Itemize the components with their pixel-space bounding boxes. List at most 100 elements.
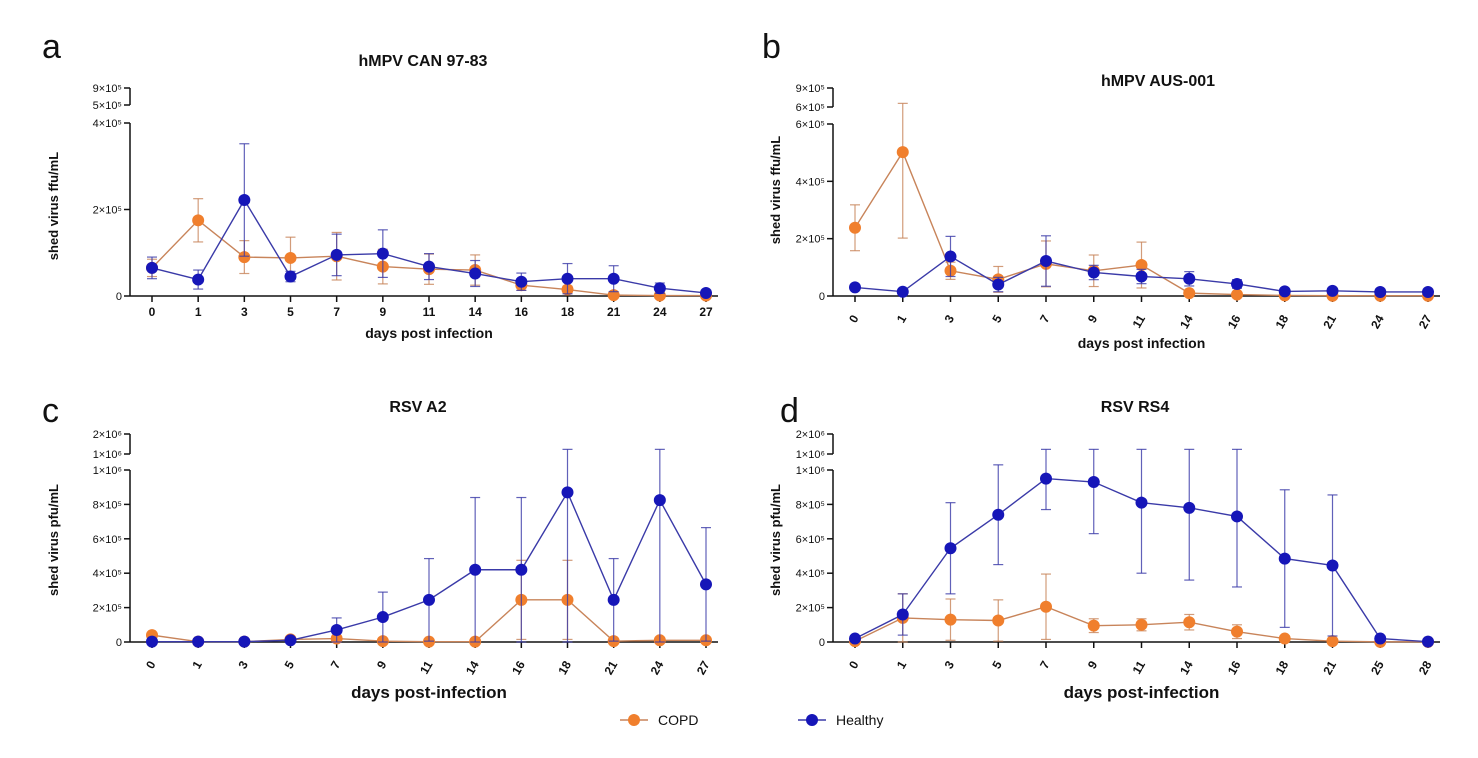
chart-title: RSV RS4 xyxy=(1101,399,1170,416)
y-tick-label: 0 xyxy=(819,637,825,649)
y-tick-label: 0 xyxy=(819,291,825,303)
x-tick-label: 0 xyxy=(846,658,862,671)
chart-panel-c: c RSV A2 shed virus pfu/mL 2×10⁶ 1×10⁶ 0 2×10⁵… xyxy=(42,392,718,702)
data-point xyxy=(1135,618,1148,631)
x-tick-label: 5 xyxy=(287,305,294,319)
x-tick-label: 18 xyxy=(561,305,575,319)
x-tick-label: 9 xyxy=(379,305,386,319)
x-tick-label: 24 xyxy=(1368,312,1387,331)
data-point xyxy=(1183,501,1196,514)
y-tick-label: 6×10⁵ xyxy=(796,534,825,546)
y-axis-label: shed virus ffu/mL xyxy=(46,152,61,260)
data-point xyxy=(1422,285,1434,298)
x-tick-label: 1 xyxy=(195,305,202,319)
series-healthy xyxy=(146,448,712,648)
series-healthy xyxy=(146,143,712,299)
y-tick-label: 4×10⁵ xyxy=(93,568,122,580)
y-break-label: 5×10⁵ xyxy=(93,100,122,112)
x-tick-label: 18 xyxy=(1273,312,1292,331)
y-axis-label: shed virus pfu/mL xyxy=(46,484,61,596)
x-tick-label: 9 xyxy=(1085,658,1101,671)
x-tick-label: 9 xyxy=(1085,312,1101,325)
data-point xyxy=(700,578,712,591)
data-point xyxy=(849,281,861,294)
y-tick-label: 2×10⁵ xyxy=(93,603,122,615)
chart-title: RSV A2 xyxy=(389,399,446,416)
x-tick-label: 7 xyxy=(1037,312,1053,325)
data-point xyxy=(1183,616,1196,629)
y-break-label: 1×10⁶ xyxy=(93,449,122,461)
x-tick-label: 3 xyxy=(942,312,958,325)
panel-letter: b xyxy=(762,28,781,66)
y-break-label: 2×10⁶ xyxy=(93,429,122,441)
x-tick-label: 1 xyxy=(894,658,910,671)
data-point xyxy=(238,635,251,648)
data-point xyxy=(284,634,297,647)
x-tick-label: 3 xyxy=(942,658,958,671)
chart-panel-a: a hMPV CAN 97-83 shed virus ffu/mL 9×10⁵ 5×1… xyxy=(42,28,718,341)
x-tick-label: 7 xyxy=(1037,658,1053,671)
legend-marker xyxy=(806,714,818,726)
panel-letter: a xyxy=(42,28,61,66)
x-tick-label: 24 xyxy=(653,305,667,319)
legend-marker xyxy=(628,714,640,726)
data-point xyxy=(1135,496,1148,509)
data-point xyxy=(192,273,205,286)
x-axis-label: days post infection xyxy=(365,325,493,341)
data-point xyxy=(146,635,158,648)
x-axis-label: days post infection xyxy=(1078,335,1206,351)
series-copd xyxy=(849,573,1434,648)
legend-item-healthy: Healthy xyxy=(798,712,883,728)
x-tick-label: 1 xyxy=(189,658,205,671)
x-tick-label: 27 xyxy=(1416,312,1435,331)
y-axis-label: shed virus ffu/mL xyxy=(768,136,783,244)
data-point xyxy=(1135,259,1148,272)
data-point xyxy=(992,508,1005,521)
data-point xyxy=(1278,552,1291,565)
x-tick-label: 21 xyxy=(1320,312,1339,331)
data-point xyxy=(1374,632,1387,645)
data-point xyxy=(284,251,297,264)
x-tick-label: 11 xyxy=(417,658,436,676)
y-tick-label: 8×10⁵ xyxy=(796,499,825,511)
data-point xyxy=(515,275,528,288)
x-tick-label: 11 xyxy=(1130,658,1149,676)
data-point xyxy=(944,542,957,555)
data-point xyxy=(944,613,957,626)
x-tick-label: 18 xyxy=(1273,658,1292,677)
data-point xyxy=(1087,476,1100,489)
y-tick-label: 4×10⁵ xyxy=(796,176,825,188)
y-tick-label: 0 xyxy=(116,637,122,649)
y-tick-label: 8×10⁵ xyxy=(93,499,122,511)
data-point xyxy=(1278,632,1291,645)
data-point xyxy=(653,282,666,295)
x-tick-label: 5 xyxy=(989,312,1005,325)
y-break-label: 1×10⁶ xyxy=(796,449,825,461)
x-tick-label: 14 xyxy=(1177,312,1196,331)
x-tick-label: 0 xyxy=(149,305,156,319)
chart-panel-b: b hMPV AUS-001 shed virus ffu/mL 9×10⁵ 6×10⁵… xyxy=(762,28,1440,351)
x-tick-label: 27 xyxy=(699,305,713,319)
y-tick-label: 1×10⁶ xyxy=(796,465,825,477)
x-tick-label: 16 xyxy=(509,658,528,677)
data-point xyxy=(944,250,957,263)
x-tick-label: 25 xyxy=(1368,658,1387,677)
x-axis-label: days post-infection xyxy=(351,683,507,702)
data-point xyxy=(1040,255,1052,268)
data-point xyxy=(1231,277,1243,290)
x-axis-label: days post-infection xyxy=(1064,683,1220,702)
x-tick-label: 18 xyxy=(555,658,574,677)
data-point xyxy=(1374,285,1387,298)
data-point xyxy=(1231,510,1243,523)
y-tick-label: 2×10⁵ xyxy=(796,603,825,615)
data-point xyxy=(376,611,389,624)
y-tick-label: 4×10⁵ xyxy=(93,118,122,130)
panels: a hMPV CAN 97-83 shed virus ffu/mL 9×10⁵ 5×1… xyxy=(42,28,1440,702)
data-point xyxy=(330,623,343,636)
data-point xyxy=(1040,600,1052,613)
data-point xyxy=(376,247,389,260)
data-point xyxy=(561,486,574,499)
x-tick-label: 21 xyxy=(1320,658,1339,677)
x-tick-label: 21 xyxy=(607,305,621,319)
data-point xyxy=(330,248,343,261)
